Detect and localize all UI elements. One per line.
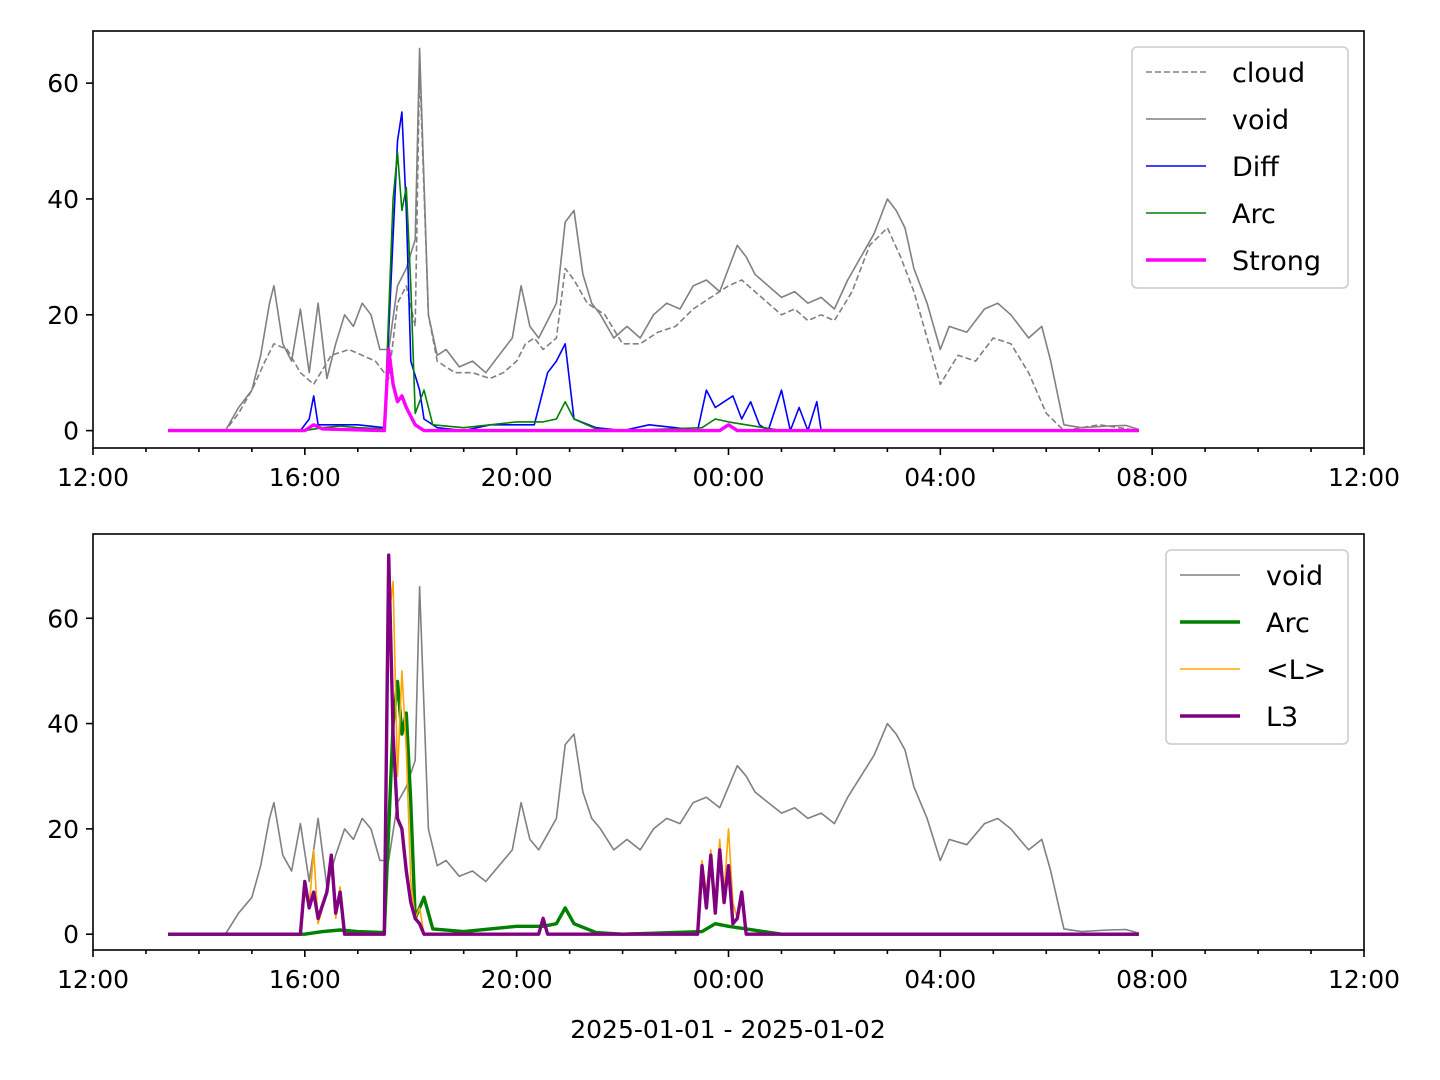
y-tick-label: 0 (63, 920, 79, 949)
y-tick-label: 60 (47, 69, 79, 98)
y-tick-label: 0 (63, 417, 79, 446)
series-line-strong (168, 347, 1139, 433)
legend-label: void (1232, 105, 1289, 136)
x-tick-label: 20:00 (481, 965, 553, 994)
legend-box (1165, 549, 1349, 745)
x-tick-label: 04:00 (904, 965, 976, 994)
legend-box (1131, 46, 1349, 289)
x-tick-label: 20:00 (481, 463, 553, 492)
x-tick-label: 12:00 (57, 965, 129, 994)
series-line-arc (168, 151, 1139, 432)
top-panel: 0 20 40 60 12:00 16:00 20:00 00:00 04:00 08:00 12:… (47, 30, 1400, 492)
x-tick-label: 04:00 (904, 463, 976, 492)
bottom-panel: 0 20 40 60 12:00 16:00 20:00 00:00 04:00 08:00 12:… (47, 533, 1400, 994)
x-tick-label: 12:00 (1328, 463, 1400, 492)
legend-label: Diff (1232, 152, 1280, 183)
x-tick-label: 12:00 (57, 463, 129, 492)
x-tick-label: 12:00 (1328, 965, 1400, 994)
series-line-arc (168, 679, 1139, 936)
y-tick-label: 20 (47, 815, 79, 844)
series-group (168, 47, 1140, 433)
legend-label: <L> (1266, 655, 1326, 686)
series-line-void (168, 585, 1140, 935)
y-tick-label: 60 (47, 604, 79, 633)
x-tick-label: 00:00 (692, 965, 764, 994)
series-line-l3 (168, 553, 1139, 936)
legend-label: Arc (1266, 608, 1310, 639)
x-tick-label: 16:00 (269, 463, 341, 492)
legend: cloud void Diff Arc Strong (1131, 46, 1349, 289)
x-tick-label: 00:00 (692, 463, 764, 492)
x-tick-label: 08:00 (1116, 965, 1188, 994)
legend-label: Arc (1232, 199, 1276, 230)
x-axis-label: 2025-01-01 - 2025-01-02 (570, 1015, 886, 1044)
x-tick-label: 16:00 (269, 965, 341, 994)
legend-label: void (1266, 561, 1323, 592)
y-tick-label: 40 (47, 710, 79, 739)
legend: void Arc <L> L3 (1165, 549, 1349, 745)
series-group (168, 553, 1140, 936)
y-tick-label: 20 (47, 301, 79, 330)
legend-label: cloud (1232, 58, 1305, 89)
series-line-cloud (168, 65, 1140, 432)
legend-label: Strong (1232, 246, 1321, 277)
legend-label: L3 (1266, 702, 1298, 733)
series-line-void (168, 47, 1140, 432)
x-tick-label: 08:00 (1116, 463, 1188, 492)
y-tick-label: 40 (47, 185, 79, 214)
